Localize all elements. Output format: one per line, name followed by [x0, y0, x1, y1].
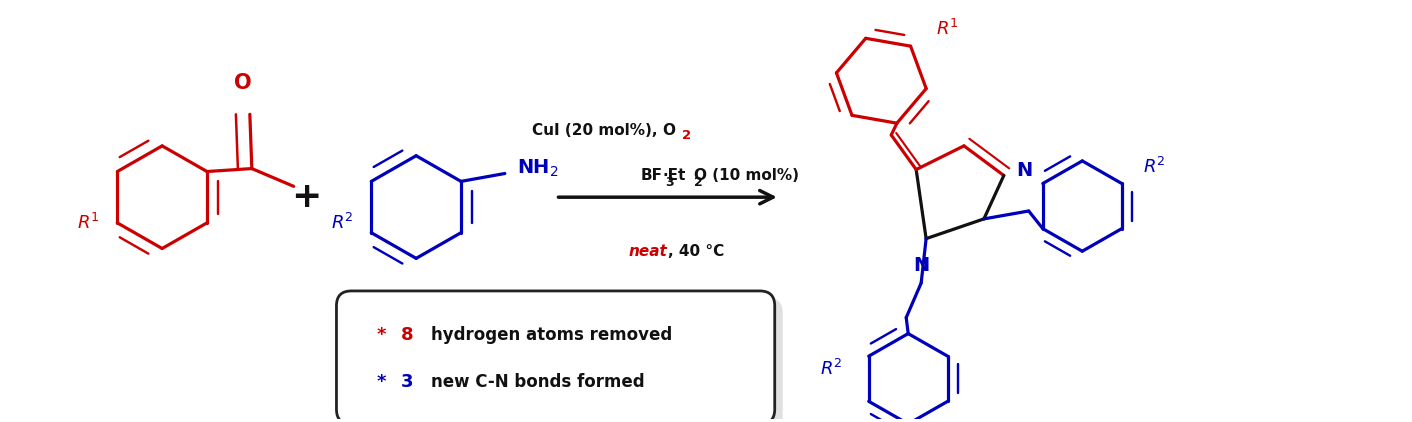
Text: neat: neat [628, 244, 668, 259]
Text: , 40 °C: , 40 °C [668, 244, 724, 259]
Text: $R^2$: $R^2$ [820, 359, 843, 379]
Text: NH$_2$: NH$_2$ [517, 158, 558, 179]
FancyBboxPatch shape [336, 291, 775, 422]
Text: O: O [234, 73, 251, 92]
Text: N: N [1015, 161, 1032, 180]
Text: O (10 mol%): O (10 mol%) [693, 168, 799, 183]
Text: $R^1$: $R^1$ [936, 19, 959, 39]
Text: CuI (20 mol%),: CuI (20 mol%), [532, 122, 662, 138]
FancyBboxPatch shape [345, 298, 782, 422]
Text: ·Et: ·Et [662, 168, 686, 183]
Text: $R^1$: $R^1$ [76, 213, 99, 233]
Text: *: * [377, 373, 385, 391]
Text: 8: 8 [401, 326, 414, 344]
Text: 2: 2 [693, 176, 702, 189]
Text: BF: BF [641, 168, 662, 183]
Text: $R^2$: $R^2$ [1142, 157, 1165, 177]
Text: 2: 2 [682, 129, 690, 141]
Text: $R^2$: $R^2$ [330, 213, 353, 233]
Text: *: * [377, 326, 385, 344]
Text: 3: 3 [665, 176, 675, 189]
Text: 3: 3 [401, 373, 414, 391]
Text: +: + [291, 180, 322, 214]
Text: hydrogen atoms removed: hydrogen atoms removed [431, 326, 672, 344]
Text: N: N [914, 257, 929, 276]
Text: O: O [662, 122, 676, 138]
Text: new C-N bonds formed: new C-N bonds formed [431, 373, 645, 391]
